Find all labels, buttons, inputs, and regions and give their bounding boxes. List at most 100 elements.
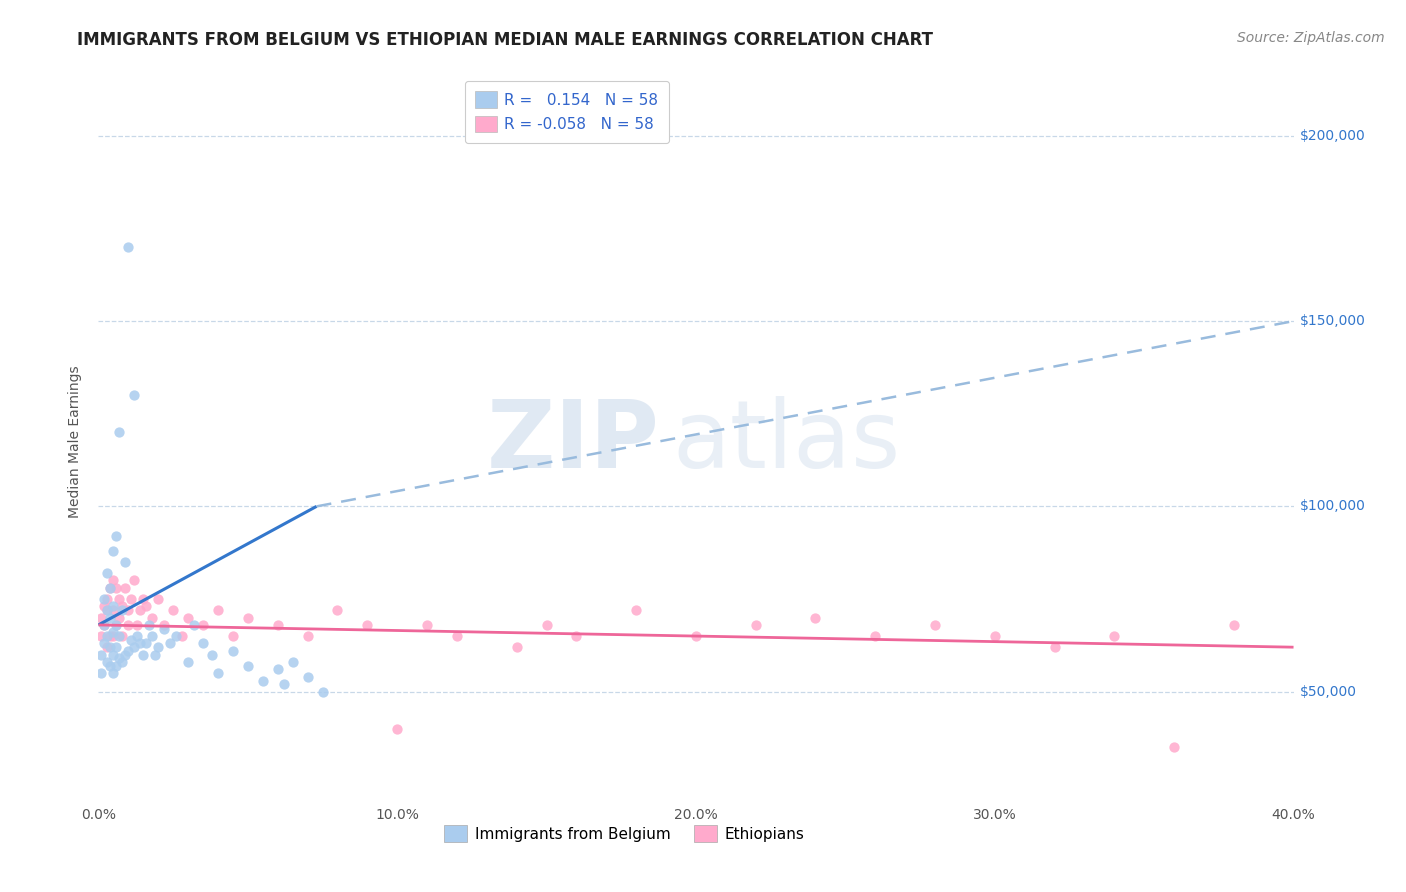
- Point: [236, 658, 259, 673]
- Point: [177, 610, 200, 624]
- Point: [148, 592, 170, 607]
- Point: [1043, 640, 1066, 655]
- Point: [98, 640, 122, 655]
- Point: [177, 655, 200, 669]
- Point: [1163, 740, 1185, 755]
- Point: [108, 629, 131, 643]
- Point: [148, 640, 170, 655]
- Text: IMMIGRANTS FROM BELGIUM VS ETHIOPIAN MEDIAN MALE EARNINGS CORRELATION CHART: IMMIGRANTS FROM BELGIUM VS ETHIOPIAN MED…: [77, 31, 934, 49]
- Point: [127, 618, 149, 632]
- Point: [117, 240, 139, 254]
- Point: [745, 618, 768, 632]
- Point: [105, 581, 128, 595]
- Point: [93, 618, 115, 632]
- Point: [685, 629, 707, 643]
- Point: [222, 644, 245, 658]
- Point: [191, 618, 214, 632]
- Point: [356, 618, 378, 632]
- Point: [141, 610, 163, 624]
- Point: [103, 544, 125, 558]
- Point: [108, 425, 131, 440]
- Point: [114, 581, 136, 595]
- Point: [159, 636, 181, 650]
- Point: [252, 673, 274, 688]
- Point: [117, 618, 139, 632]
- Point: [138, 618, 160, 632]
- Point: [267, 618, 290, 632]
- Point: [90, 629, 112, 643]
- Point: [124, 574, 146, 588]
- Point: [153, 622, 176, 636]
- Point: [132, 648, 155, 662]
- Point: [105, 618, 128, 632]
- Point: [865, 629, 887, 643]
- Point: [98, 581, 122, 595]
- Point: [98, 658, 122, 673]
- Point: [98, 610, 122, 624]
- Point: [96, 629, 118, 643]
- Point: [111, 603, 134, 617]
- Point: [114, 648, 136, 662]
- Point: [143, 648, 166, 662]
- Point: [273, 677, 295, 691]
- Point: [117, 603, 139, 617]
- Point: [162, 603, 184, 617]
- Point: [98, 629, 122, 643]
- Point: [117, 644, 139, 658]
- Point: [120, 632, 142, 647]
- Point: [103, 574, 125, 588]
- Point: [297, 629, 319, 643]
- Text: Source: ZipAtlas.com: Source: ZipAtlas.com: [1237, 31, 1385, 45]
- Point: [103, 629, 125, 643]
- Point: [536, 618, 558, 632]
- Point: [127, 629, 149, 643]
- Point: [201, 648, 224, 662]
- Point: [96, 592, 118, 607]
- Text: $100,000: $100,000: [1299, 500, 1365, 514]
- Point: [172, 629, 194, 643]
- Point: [191, 636, 214, 650]
- Point: [103, 625, 125, 640]
- Point: [506, 640, 529, 655]
- Point: [103, 648, 125, 662]
- Point: [90, 648, 112, 662]
- Point: [124, 388, 146, 402]
- Point: [626, 603, 648, 617]
- Point: [93, 592, 115, 607]
- Point: [93, 618, 115, 632]
- Point: [183, 618, 205, 632]
- Point: [105, 640, 128, 655]
- Point: [141, 629, 163, 643]
- Point: [446, 629, 468, 643]
- Point: [135, 599, 157, 614]
- Text: ZIP: ZIP: [488, 395, 661, 488]
- Text: $50,000: $50,000: [1299, 685, 1357, 698]
- Text: $200,000: $200,000: [1299, 128, 1365, 143]
- Y-axis label: Median Male Earnings: Median Male Earnings: [69, 365, 83, 518]
- Point: [129, 636, 152, 650]
- Point: [165, 629, 187, 643]
- Point: [111, 599, 134, 614]
- Point: [90, 610, 112, 624]
- Point: [96, 603, 118, 617]
- Point: [416, 618, 439, 632]
- Point: [96, 640, 118, 655]
- Point: [124, 640, 146, 655]
- Point: [326, 603, 349, 617]
- Point: [207, 603, 229, 617]
- Point: [108, 592, 131, 607]
- Point: [105, 658, 128, 673]
- Point: [924, 618, 946, 632]
- Point: [132, 592, 155, 607]
- Text: $150,000: $150,000: [1299, 314, 1365, 328]
- Point: [105, 618, 128, 632]
- Point: [267, 662, 290, 676]
- Point: [103, 666, 125, 681]
- Point: [281, 655, 304, 669]
- Point: [297, 670, 319, 684]
- Point: [93, 636, 115, 650]
- Point: [103, 599, 125, 614]
- Point: [98, 581, 122, 595]
- Point: [90, 666, 112, 681]
- Point: [385, 722, 409, 736]
